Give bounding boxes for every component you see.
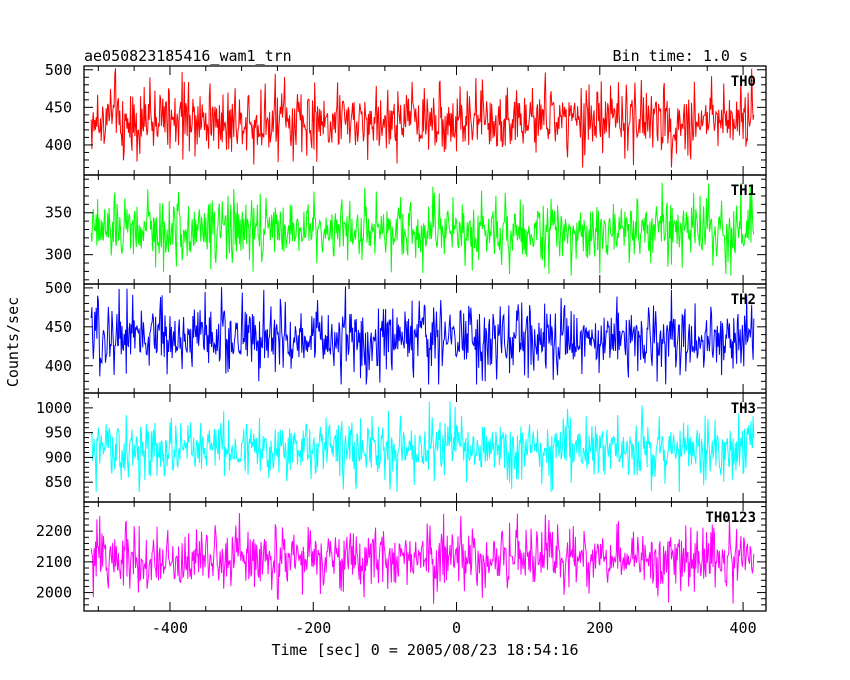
x-tick-label: -400 [152,619,188,637]
panel-label-th1: TH1 [731,183,756,199]
y-tick-label: 2200 [36,522,72,540]
series-line-th2 [90,286,755,385]
x-tick-label: 200 [586,619,613,637]
y-tick-label: 1000 [36,399,72,417]
y-tick-label: 450 [45,318,72,336]
x-tick-label: 400 [730,619,757,637]
panel-th2: 400 450 500 TH2 [45,279,767,394]
y-tick-label: 500 [45,61,72,79]
x-axis: -400 -200 0 200 400 [152,619,757,637]
y-tick-label: 2100 [36,553,72,571]
x-tick-label: 0 [452,619,461,637]
panel-frame [83,501,767,612]
x-tick-label: -200 [295,619,331,637]
y-tick-label: 2000 [36,584,72,602]
panel-label-th0123: TH0123 [705,510,756,526]
series-line-th1 [90,182,755,276]
panel-th3: 850 900 950 1000 TH3 [36,392,767,503]
y-axis-title: Counts/sec [4,297,22,387]
panel-label-th0: TH0 [731,74,756,90]
chart-title: ae050823185416_wam1_trn [84,47,292,65]
y-tick-label: 400 [45,357,72,375]
panel-th1: 300 350 TH1 [45,174,767,285]
bin-time-label: Bin time: 1.0 s [613,47,748,65]
panel-label-th2: TH2 [731,292,756,308]
y-tick-label: 450 [45,98,72,116]
panel-label-th3: TH3 [731,401,756,417]
y-tick-label: 850 [45,473,72,491]
panels-group: 400 450 500 TH0 300 350 TH1 400 450 500 TH2 850 900 9… [36,61,767,612]
y-tick-label: 400 [45,136,72,154]
x-axis-title: Time [sec] 0 = 2005/08/23 18:54:16 [271,641,578,659]
series-line-th0123 [90,513,755,604]
panel-th0: 400 450 500 TH0 [45,61,767,176]
y-tick-label: 350 [45,204,72,222]
series-line-th0 [90,68,755,168]
y-tick-label: 500 [45,279,72,297]
y-tick-label: 300 [45,246,72,264]
y-tick-label: 950 [45,424,72,442]
series-line-th3 [90,401,755,493]
y-tick-label: 900 [45,448,72,466]
panel-th0123: 2000 2100 2200 TH0123 [36,501,767,612]
